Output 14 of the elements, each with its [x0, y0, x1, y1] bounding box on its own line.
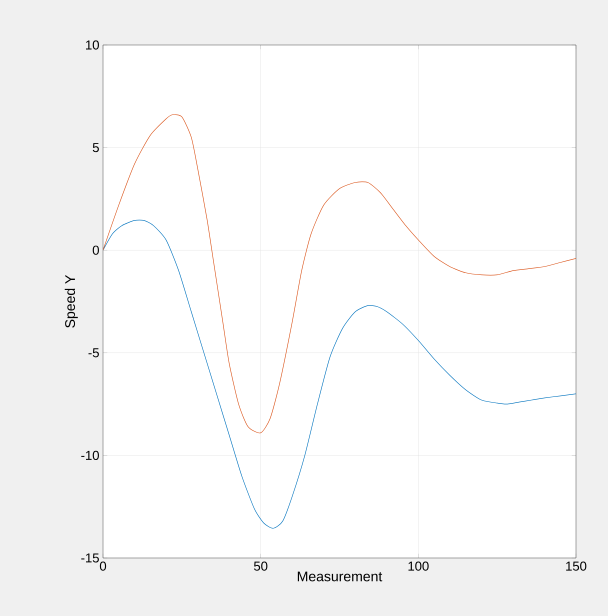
y-tick-label: 0: [92, 246, 99, 255]
x-axis-title: Measurement: [298, 572, 382, 582]
y-tick-label: 5: [92, 143, 99, 152]
x-tick-label: 0: [100, 562, 106, 571]
y-axis-title: Speed Y: [64, 274, 78, 328]
y-tick-label: 10: [86, 40, 99, 50]
y-tick-label: -15: [81, 553, 99, 563]
line-series: [103, 220, 576, 529]
x-tick-label: 150: [566, 562, 586, 571]
y-tick-label: -10: [81, 450, 99, 460]
x-tick-label: 50: [254, 562, 268, 571]
y-tick-label: -5: [88, 348, 99, 358]
x-tick-label: 100: [408, 562, 429, 571]
line-series: [103, 114, 576, 434]
